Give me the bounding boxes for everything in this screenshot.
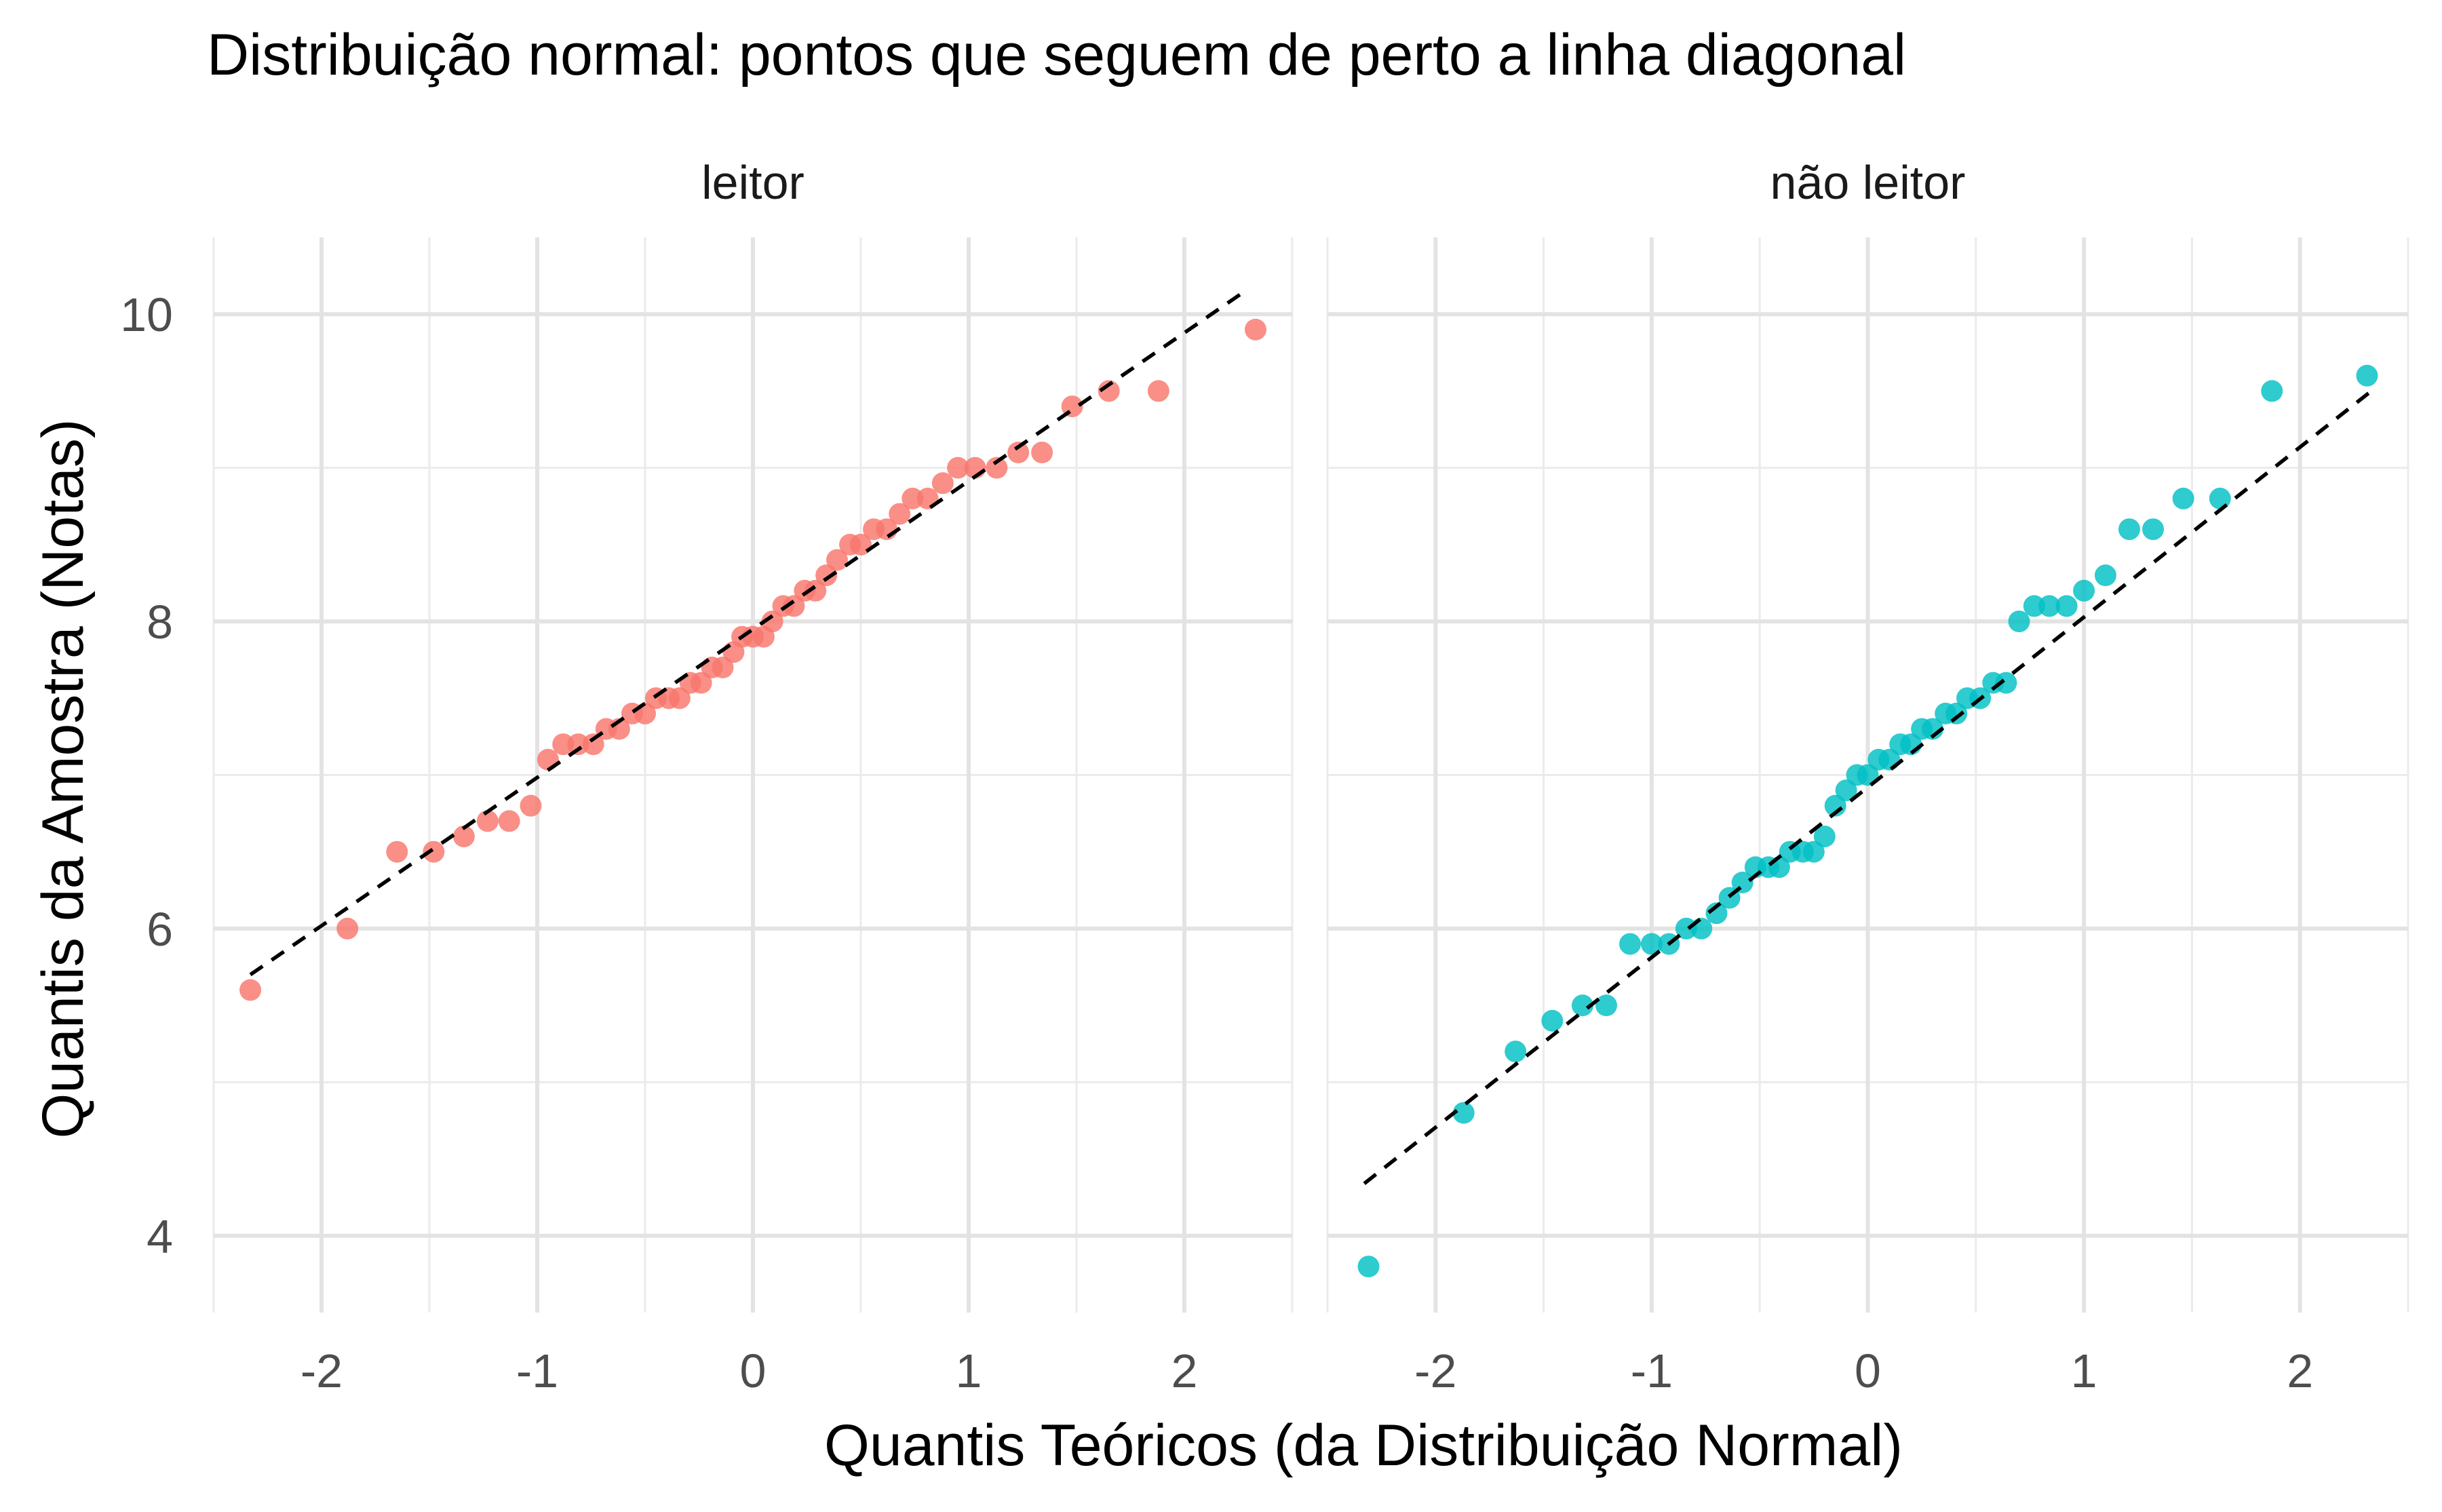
- data-point: [889, 503, 911, 525]
- data-point: [1031, 442, 1053, 463]
- data-point: [1571, 994, 1593, 1017]
- data-point: [2094, 564, 2116, 587]
- data-point: [1640, 933, 1663, 955]
- data-point: [931, 472, 954, 495]
- y-tick-label: 8: [147, 596, 173, 648]
- data-point: [1675, 917, 1697, 939]
- data-point: [668, 687, 691, 710]
- data-point: [2023, 595, 2045, 617]
- x-tick-label: 2: [2287, 1344, 2313, 1397]
- x-tick-label: -2: [301, 1344, 343, 1397]
- data-point: [1835, 779, 1857, 802]
- data-point: [1357, 1256, 1380, 1278]
- data-point: [2073, 579, 2095, 602]
- data-point: [2261, 380, 2283, 402]
- data-point: [1244, 318, 1266, 341]
- data-point: [690, 672, 712, 694]
- data-point: [2038, 595, 2061, 617]
- data-point: [805, 579, 827, 602]
- panel-nao-leitor: não leitor -2 -1 0 1 2: [1326, 156, 2409, 1397]
- data-point: [2055, 595, 2078, 617]
- chart-title: Distribuição normal: pontos que seguem d…: [207, 22, 1906, 88]
- x-axis-label: Quantis Teóricos (da Distribuição Normal…: [824, 1413, 1903, 1478]
- panel-leitor: leitor -2 -1 0 1 2 4 6 8 10: [120, 156, 1294, 1397]
- data-point: [1452, 1102, 1475, 1124]
- data-point: [520, 794, 542, 817]
- x-tick-label: 2: [1171, 1344, 1198, 1397]
- x-tick-label: -2: [1414, 1344, 1456, 1397]
- data-point: [1007, 442, 1030, 463]
- data-point: [1813, 826, 1836, 848]
- data-point: [761, 610, 783, 633]
- y-axis-label: Quantis da Amostra (Notas): [31, 419, 96, 1138]
- data-point: [2118, 518, 2141, 541]
- y-tick-label: 4: [147, 1210, 173, 1263]
- data-point: [1505, 1041, 1527, 1063]
- x-tick-label: 1: [2071, 1344, 2097, 1397]
- data-point: [552, 733, 575, 756]
- data-point: [582, 733, 604, 756]
- data-point: [239, 979, 262, 1001]
- data-point: [947, 457, 969, 479]
- data-point: [783, 595, 805, 617]
- data-point: [1802, 840, 1825, 863]
- data-point: [1619, 933, 1642, 955]
- y-tick-label: 10: [120, 288, 173, 341]
- data-point: [567, 733, 589, 756]
- data-point: [2356, 364, 2378, 387]
- data-point: [2172, 487, 2194, 509]
- x-tick-label: 0: [1855, 1344, 1881, 1397]
- data-point: [1705, 902, 1728, 925]
- x-tick-label: 1: [956, 1344, 982, 1397]
- facet-label-nao-leitor: não leitor: [1770, 156, 1966, 209]
- data-point: [2142, 518, 2165, 541]
- data-point: [1857, 764, 1879, 786]
- data-point: [712, 657, 734, 678]
- reference-line-leitor: [249, 292, 1242, 977]
- data-point: [986, 457, 1008, 479]
- data-point: [1098, 380, 1120, 402]
- data-point: [1945, 702, 1968, 724]
- data-point: [498, 810, 520, 832]
- data-point: [336, 917, 359, 939]
- data-point: [476, 810, 499, 832]
- panels-layer: leitor -2 -1 0 1 2 4 6 8 10 não leitor -2 -1 0 1 2: [120, 156, 2409, 1397]
- data-point: [423, 840, 445, 863]
- data-point: [902, 487, 924, 509]
- data-point: [452, 826, 475, 848]
- data-point: [815, 564, 838, 587]
- data-point: [386, 840, 408, 863]
- data-point: [2008, 610, 2030, 633]
- data-point: [1995, 672, 2017, 694]
- data-point: [1147, 380, 1169, 402]
- x-tick-label: -1: [1631, 1344, 1673, 1397]
- data-point: [826, 549, 849, 571]
- data-point: [1595, 994, 1617, 1017]
- reference-line-nao-leitor: [1363, 389, 2373, 1185]
- data-point: [1824, 794, 1846, 817]
- data-point: [1541, 1009, 1564, 1032]
- y-tick-label: 6: [147, 903, 173, 956]
- x-tick-label: -1: [516, 1344, 558, 1397]
- x-tick-label: 0: [740, 1344, 767, 1397]
- facet-label-leitor: leitor: [701, 156, 805, 209]
